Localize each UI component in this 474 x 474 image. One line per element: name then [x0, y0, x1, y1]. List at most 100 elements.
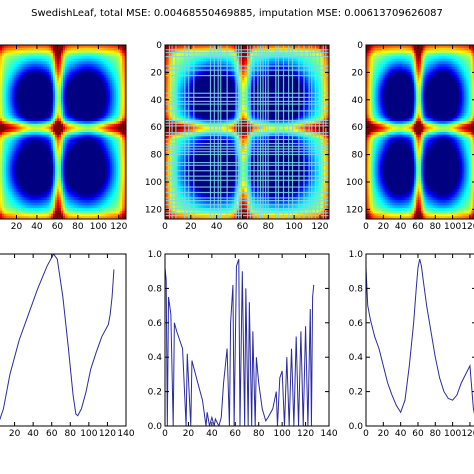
heatmap-cell [24, 66, 28, 71]
heatmap-cell [93, 156, 97, 160]
heatmap-cell [73, 115, 76, 120]
heatmap-cell [75, 126, 78, 130]
heatmap-cell [16, 123, 19, 128]
heatmap-cell [38, 137, 42, 141]
heatmap-cell [101, 156, 105, 160]
heatmap-cell [50, 85, 54, 90]
heatmap-cell [20, 126, 24, 130]
heatmap-cell [48, 205, 52, 209]
heatmap-cell [24, 145, 28, 149]
heatmap-cell [54, 148, 58, 152]
heatmap-cell [24, 50, 28, 54]
heatmap-cell [89, 121, 93, 125]
heatmap-cell [81, 47, 84, 52]
heatmap-cell [30, 205, 34, 209]
heatmap-cell [34, 140, 38, 144]
heatmap-cell [115, 77, 119, 81]
heatmap-cell [24, 208, 28, 212]
heatmap-cell [32, 178, 36, 182]
heatmap-cell [14, 88, 17, 92]
heatmap-cell [22, 167, 26, 171]
heatmap-cell [172, 80, 176, 84]
heatmap-cell [22, 170, 26, 174]
heatmap-cell [38, 216, 42, 219]
heatmap-cell [48, 132, 52, 136]
heatmap-cell [67, 134, 70, 139]
heatmap-cell [89, 96, 93, 100]
heatmap-cell [105, 55, 109, 60]
heatmap-cell [69, 134, 72, 139]
heatmap-cell [311, 53, 315, 57]
heatmap-cell [38, 159, 42, 163]
heatmap-cell [52, 197, 56, 201]
heatmap-cell [24, 91, 28, 95]
heatmap-cell [20, 80, 24, 84]
heatmap-cell [81, 137, 84, 141]
heatmap-cell [67, 129, 70, 133]
heatmap-cell [4, 64, 7, 68]
heatmap-cell [206, 80, 210, 84]
heatmap-cell [87, 61, 91, 65]
heatmap-cell [46, 77, 50, 81]
heatmap-cell [24, 213, 28, 217]
heatmap-cell [79, 88, 82, 92]
heatmap-cell [2, 88, 5, 92]
heatmap-cell [316, 45, 320, 49]
heatmap-cell [115, 93, 119, 98]
heatmap-cell [103, 167, 107, 171]
heatmap-cell [77, 142, 80, 147]
heatmap-cell [193, 55, 197, 60]
heatmap-cell [67, 80, 70, 84]
heatmap-cell [93, 85, 97, 90]
heatmap-cell [30, 164, 34, 168]
heatmap-cell [54, 99, 58, 103]
heatmap-cell [46, 189, 50, 193]
heatmap-cell [18, 191, 21, 196]
heatmap-cell [18, 121, 21, 125]
heatmap-cell [48, 191, 52, 196]
heatmap-cell [115, 159, 119, 163]
heatmap-cell [303, 66, 307, 71]
heatmap-cell [97, 161, 101, 166]
heatmap-cell [113, 213, 117, 217]
heatmap-cell [40, 64, 44, 68]
heatmap-cell [97, 47, 101, 52]
heatmap-cell [165, 55, 169, 60]
heatmap-cell [42, 186, 46, 190]
heatmap-cell [42, 115, 46, 120]
heatmap-cell [52, 180, 56, 185]
heatmap-cell [87, 189, 91, 193]
heatmap-cell [14, 64, 17, 68]
heatmap-cell [30, 129, 34, 133]
heatmap-cell [119, 47, 123, 52]
heatmap-cell [69, 123, 72, 128]
heatmap-cell [61, 77, 64, 81]
heatmap-cell [42, 148, 46, 152]
heatmap-cell [77, 118, 80, 122]
heatmap-cell [20, 129, 24, 133]
heatmap-cell [77, 213, 80, 217]
heatmap-cell [46, 107, 50, 111]
heatmap-cell [58, 132, 62, 136]
heatmap-cell [87, 96, 91, 100]
heatmap-cell [71, 153, 74, 158]
heatmap-cell [18, 134, 21, 139]
heatmap-cell [32, 159, 36, 163]
heatmap-cell [50, 91, 54, 95]
heatmap-cell [22, 110, 26, 114]
heatmap-cell [79, 213, 82, 217]
heatmap-cell [52, 96, 56, 100]
heatmap-cell [0, 137, 3, 141]
heatmap-cell [89, 129, 93, 133]
heatmap-cell [44, 104, 48, 109]
heatmap-cell [91, 118, 95, 122]
heatmap-cell [109, 77, 113, 81]
heatmap-cell [4, 189, 7, 193]
heatmap-cell [42, 189, 46, 193]
heatmap-cell [54, 151, 58, 155]
heatmap-cell [24, 151, 28, 155]
heatmap-cell [58, 129, 62, 133]
heatmap-cell [30, 156, 34, 160]
heatmap-cell [109, 202, 113, 207]
heatmap-cell [121, 142, 125, 147]
